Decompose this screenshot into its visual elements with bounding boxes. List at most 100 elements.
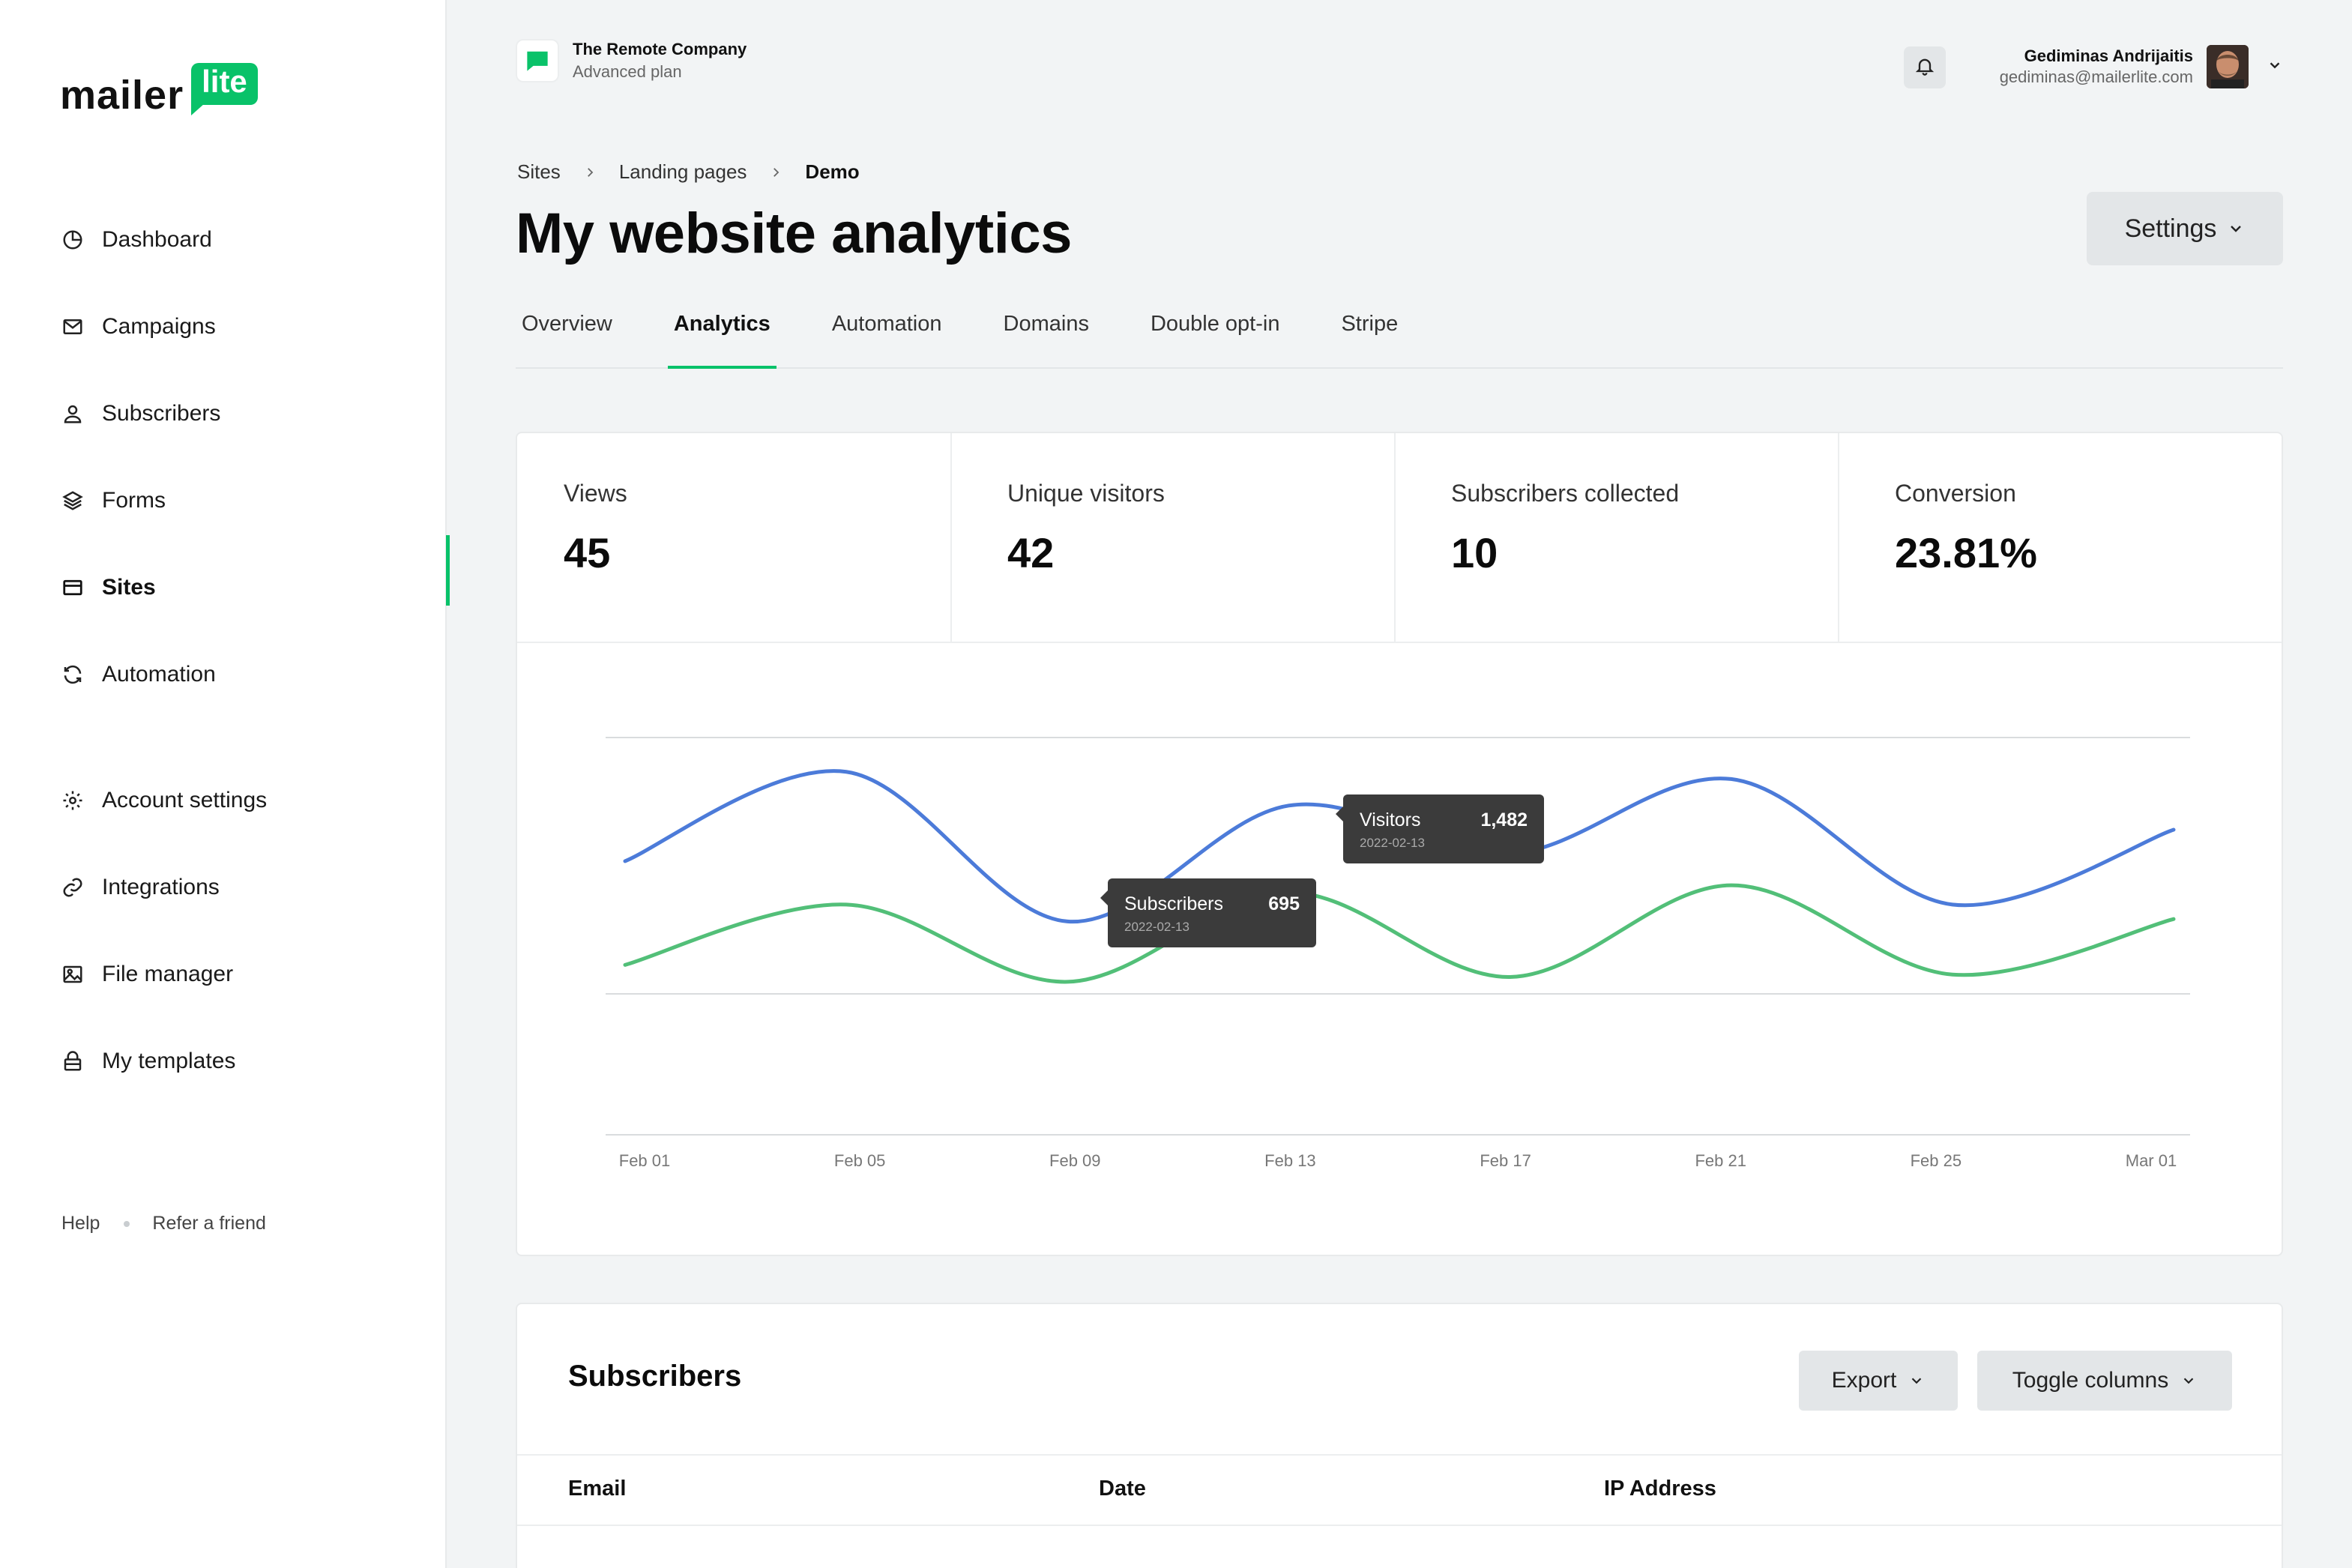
export-button[interactable]: Export: [1799, 1351, 1958, 1411]
stat-subscribers-collected: Subscribers collected 10: [1396, 433, 1839, 642]
sidebar-item-account-settings[interactable]: Account settings: [60, 757, 442, 844]
stat-label: Views: [564, 480, 627, 507]
sidebar-item-my-templates[interactable]: My templates: [60, 1018, 442, 1105]
x-tick-label: Feb 01: [619, 1151, 671, 1170]
tab-stripe[interactable]: Stripe: [1341, 312, 1399, 336]
logo-word: mailer: [60, 73, 184, 118]
sidebar-item-label: Automation: [102, 662, 216, 687]
stat-value: 42: [1007, 529, 1055, 576]
stat-value: 23.81%: [1895, 529, 2037, 576]
separator-dot: [124, 1220, 130, 1227]
toggle-columns-label: Toggle columns: [2012, 1368, 2169, 1393]
secondary-nav: Account settings Integrations File manag…: [60, 757, 442, 1105]
tab-bar: Overview Analytics Automation Domains Do…: [516, 307, 2283, 369]
company-plan: Advanced plan: [573, 62, 682, 81]
sidebar-item-dashboard[interactable]: Dashboard: [60, 196, 442, 283]
tooltip-date: 2022-02-13: [1124, 920, 1189, 934]
stat-conversion: Conversion 23.81%: [1839, 433, 2282, 642]
sidebar-item-subscribers[interactable]: Subscribers: [60, 370, 442, 457]
sidebar-item-automation[interactable]: Automation: [60, 631, 442, 718]
user-info[interactable]: Gediminas Andrijaitis gediminas@mailerli…: [2000, 46, 2193, 87]
refresh-icon: [60, 662, 85, 687]
subscribers-title: Subscribers: [568, 1360, 742, 1393]
tooltip-series: Subscribers: [1124, 893, 1223, 914]
chevron-right-icon: [769, 166, 783, 179]
page-title: My website analytics: [516, 202, 1072, 265]
sidebar-item-label: Subscribers: [102, 401, 221, 426]
settings-label: Settings: [2124, 214, 2217, 243]
x-tick-label: Mar 01: [2126, 1151, 2177, 1170]
company-name: The Remote Company: [573, 40, 747, 58]
sidebar-item-integrations[interactable]: Integrations: [60, 844, 442, 931]
chevron-right-icon: [583, 166, 597, 179]
x-tick-label: Feb 21: [1695, 1151, 1746, 1170]
line-chart: Feb 01 Feb 05 Feb 09 Feb 13 Feb 17 Feb 21 Feb …: [517, 643, 2282, 1255]
lock-icon: [60, 1049, 85, 1074]
sidebar-item-file-manager[interactable]: File manager: [60, 931, 442, 1018]
x-tick-label: Feb 09: [1049, 1151, 1101, 1170]
tooltip-pointer: [1336, 806, 1343, 821]
chevron-down-icon[interactable]: [2267, 57, 2283, 77]
user-name: Gediminas Andrijaitis: [2024, 46, 2193, 65]
browser-icon: [60, 575, 85, 600]
tooltip-value: 695: [1268, 893, 1300, 914]
tab-double-opt-in[interactable]: Double opt-in: [1150, 312, 1280, 336]
bell-icon: [1914, 55, 1935, 80]
sidebar-item-label: Forms: [102, 488, 166, 513]
breadcrumb-landing-pages[interactable]: Landing pages: [618, 160, 747, 183]
column-ip-address[interactable]: IP Address: [1604, 1477, 1716, 1501]
sidebar-item-label: Dashboard: [102, 227, 212, 252]
x-tick-label: Feb 05: [834, 1151, 886, 1170]
settings-button[interactable]: Settings: [2087, 192, 2283, 265]
mailerlite-logo[interactable]: mailer lite: [60, 61, 258, 118]
avatar[interactable]: [2207, 45, 2249, 88]
chevron-down-icon: [2183, 1378, 2194, 1384]
breadcrumb-sites[interactable]: Sites: [517, 160, 561, 183]
stat-views: Views 45: [517, 433, 952, 642]
subscribers-card: Subscribers Export Toggle columns Email …: [516, 1303, 2283, 1568]
stat-label: Unique visitors: [1007, 480, 1165, 507]
sidebar-item-campaigns[interactable]: Campaigns: [60, 283, 442, 370]
table-header: Email Date IP Address: [517, 1454, 2282, 1526]
column-email[interactable]: Email: [568, 1477, 627, 1501]
tooltip-value: 1,482: [1480, 809, 1528, 830]
logo-badge: lite: [191, 62, 258, 116]
sidebar-item-sites[interactable]: Sites: [60, 544, 442, 631]
mail-icon: [60, 314, 85, 340]
tab-automation[interactable]: Automation: [831, 312, 942, 336]
x-tick-label: Feb 13: [1264, 1151, 1316, 1170]
sidebar-item-forms[interactable]: Forms: [60, 457, 442, 544]
user-icon: [60, 401, 85, 426]
tooltip-date: 2022-02-13: [1360, 836, 1425, 850]
sidebar-item-label: Integrations: [102, 875, 220, 899]
stats-row: Views 45 Unique visitors 42 Subscribers …: [517, 433, 2282, 643]
stat-unique-visitors: Unique visitors 42: [952, 433, 1396, 642]
toggle-columns-button[interactable]: Toggle columns: [1977, 1351, 2232, 1411]
tab-overview[interactable]: Overview: [522, 312, 612, 336]
refer-friend-link[interactable]: Refer a friend: [152, 1213, 266, 1234]
link-icon: [60, 875, 85, 900]
tooltip-box: [1343, 794, 1544, 863]
sidebar-item-label: Account settings: [102, 788, 268, 812]
notifications-button[interactable]: [1904, 46, 1946, 88]
stat-value: 10: [1451, 529, 1498, 576]
chevron-down-icon: [1912, 1378, 1922, 1384]
main-nav: Dashboard Campaigns Subscribers Forms Si…: [60, 196, 442, 718]
x-tick-label: Feb 17: [1480, 1151, 1531, 1170]
tab-domains[interactable]: Domains: [1003, 312, 1089, 336]
series-line-subscribers: [623, 883, 2176, 984]
export-label: Export: [1831, 1368, 1897, 1393]
gear-icon: [60, 788, 85, 813]
stat-value: 45: [564, 529, 611, 576]
help-link[interactable]: Help: [61, 1213, 100, 1234]
tab-analytics[interactable]: Analytics: [667, 307, 777, 369]
clock-icon: [60, 227, 85, 253]
company-switcher[interactable]: The Remote Company Advanced plan: [516, 39, 747, 82]
chart-svg: Feb 01 Feb 05 Feb 09 Feb 13 Feb 17 Feb 21 Feb …: [606, 737, 2190, 1170]
stat-label: Subscribers collected: [1451, 480, 1680, 507]
stat-label: Conversion: [1895, 480, 2016, 507]
chevron-down-icon: [2231, 226, 2242, 232]
sidebar-item-label: Campaigns: [102, 314, 216, 339]
column-date[interactable]: Date: [1099, 1477, 1146, 1501]
sidebar-item-label: My templates: [102, 1049, 236, 1073]
